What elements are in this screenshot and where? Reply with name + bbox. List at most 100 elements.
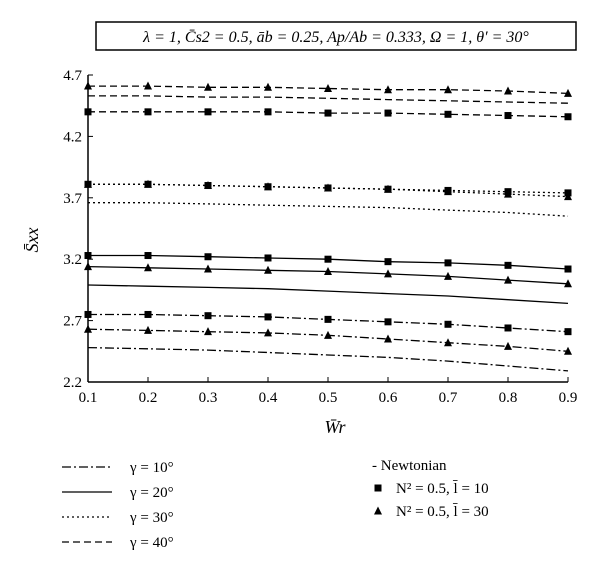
triangle-marker <box>264 265 272 274</box>
series-line <box>87 346 569 372</box>
legend-line-label: γ = 40° <box>129 535 174 551</box>
triangle-marker <box>384 184 392 193</box>
legend-marker-label: N² = 0.5, l̄ = 10 <box>396 481 489 497</box>
triangle-marker <box>84 81 92 90</box>
y-tick-label: 2.7 <box>63 314 82 330</box>
triangle-marker <box>384 85 392 94</box>
y-tick-label: 4.2 <box>63 129 82 145</box>
legend-line-label: γ = 10° <box>129 460 174 476</box>
square-marker <box>564 328 572 336</box>
chart-title: λ = 1, C̄s2 = 0.5, āb = 0.25, Ap/Ab = 0.… <box>142 29 529 46</box>
series-line <box>88 202 569 217</box>
y-axis-label: S̄xx <box>22 228 42 253</box>
series-dotted-none <box>88 202 569 217</box>
square-marker <box>504 261 512 269</box>
triangle-marker <box>264 182 272 191</box>
legend-line-label: γ = 30° <box>129 510 174 526</box>
series-dashed-none <box>88 95 569 104</box>
legend: γ = 10° γ = 20° γ = 30° γ = 40° - Newtonian N… <box>62 458 489 551</box>
triangle-marker <box>444 271 452 280</box>
square-marker <box>374 484 382 492</box>
triangle-marker <box>204 82 212 91</box>
x-tick-label: 0.7 <box>439 390 458 406</box>
y-tick-label: 4.7 <box>63 68 82 84</box>
series-dashed-triangle <box>84 81 572 97</box>
square-marker <box>324 109 332 117</box>
triangle-marker <box>84 179 92 188</box>
square-marker <box>144 252 152 260</box>
square-marker <box>384 109 392 117</box>
square-marker <box>444 320 452 328</box>
triangle-marker <box>564 192 572 201</box>
triangle-marker <box>204 181 212 190</box>
triangle-marker <box>144 81 152 90</box>
y-tick-label: 3.7 <box>63 191 82 207</box>
triangle-marker <box>504 275 512 284</box>
triangle-marker <box>564 346 572 355</box>
triangle-marker <box>324 183 332 192</box>
series-solid-none <box>87 284 569 305</box>
series-line <box>88 111 569 118</box>
triangle-marker <box>444 338 452 347</box>
x-tick-label: 0.6 <box>379 390 398 406</box>
triangle-marker <box>564 88 572 97</box>
x-tick-label: 0.4 <box>259 390 278 406</box>
triangle-marker <box>204 264 212 273</box>
square-marker <box>204 108 212 116</box>
square-marker <box>84 310 92 318</box>
x-tick-label: 0.1 <box>79 390 98 406</box>
triangle-marker <box>144 179 152 188</box>
triangle-marker <box>324 330 332 339</box>
square-marker <box>144 310 152 318</box>
square-marker <box>144 108 152 116</box>
x-tick-label: 0.3 <box>199 390 218 406</box>
chart-title-box: λ = 1, C̄s2 = 0.5, āb = 0.25, Ap/Ab = 0.… <box>95 21 577 51</box>
axes: 0.1 0.2 0.3 0.4 0.5 0.6 0.7 0.8 0.9 2.2 2.7 3.2 3.7 4… <box>63 68 577 406</box>
square-marker <box>384 318 392 326</box>
legend-line-label: γ = 20° <box>129 485 174 501</box>
triangle-marker <box>324 266 332 275</box>
series-dash-dot-square <box>84 310 572 336</box>
series-line <box>88 95 569 104</box>
legend-marker-label: - Newtonian <box>372 458 447 474</box>
square-marker <box>264 254 272 262</box>
triangle-marker <box>444 187 452 196</box>
triangle-marker <box>144 325 152 334</box>
y-tick-label: 2.2 <box>63 375 82 391</box>
triangle-marker <box>504 189 512 198</box>
y-tick-label: 3.2 <box>63 252 82 268</box>
triangle-marker <box>564 279 572 288</box>
x-axis-label: W̄r <box>324 417 346 437</box>
triangle-marker <box>84 324 92 333</box>
square-marker <box>564 113 572 121</box>
triangle-marker <box>204 327 212 336</box>
legend-marker-label: N² = 0.5, l̄ = 30 <box>396 504 489 520</box>
triangle-marker <box>384 334 392 343</box>
square-marker <box>84 252 92 260</box>
series-dotted-triangle <box>84 179 572 201</box>
square-marker <box>504 112 512 120</box>
square-marker <box>264 108 272 116</box>
title-box-border <box>95 21 577 51</box>
triangle-marker <box>264 82 272 91</box>
x-tick-label: 0.9 <box>559 390 578 406</box>
series-line <box>88 85 569 95</box>
x-tick-label: 0.2 <box>139 390 158 406</box>
triangle-marker <box>374 506 382 515</box>
triangle-marker <box>444 85 452 94</box>
square-marker <box>564 265 572 273</box>
series-line <box>87 284 569 305</box>
square-marker <box>384 258 392 266</box>
square-marker <box>444 259 452 267</box>
triangle-marker <box>144 263 152 272</box>
square-marker <box>204 253 212 261</box>
x-tick-label: 0.5 <box>319 390 338 406</box>
square-marker <box>504 324 512 332</box>
square-marker <box>324 315 332 323</box>
square-marker <box>204 312 212 320</box>
square-marker <box>324 255 332 263</box>
series-solid-square <box>84 252 572 273</box>
series-dash-dot-triangle <box>84 324 572 355</box>
series-dash-dot-none <box>87 346 569 372</box>
